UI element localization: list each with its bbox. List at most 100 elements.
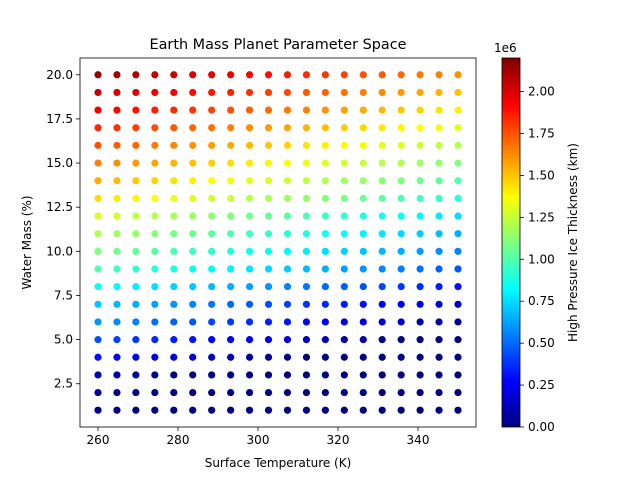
data-point <box>170 247 178 255</box>
data-point <box>359 318 367 326</box>
data-point <box>378 406 386 414</box>
colorbar-gradient <box>501 57 521 428</box>
data-point <box>340 141 348 149</box>
data-point <box>189 106 197 114</box>
data-point <box>151 159 159 167</box>
data-point <box>454 230 462 238</box>
data-point <box>245 159 254 167</box>
data-point <box>397 177 405 185</box>
data-point <box>378 388 386 397</box>
data-point <box>227 159 235 167</box>
x-tick-label: 320 <box>327 433 350 447</box>
data-point <box>94 283 102 291</box>
colorbar-tick-label: 2.00 <box>528 85 555 99</box>
data-point <box>378 141 386 149</box>
data-point <box>302 406 311 414</box>
data-point <box>321 124 329 132</box>
data-point <box>416 336 424 344</box>
data-point <box>454 265 462 273</box>
data-point <box>359 124 367 132</box>
data-point <box>416 283 424 291</box>
data-point <box>359 106 367 114</box>
data-point <box>94 106 102 114</box>
data-point <box>378 159 386 167</box>
data-point <box>264 371 273 379</box>
data-point <box>170 406 178 414</box>
data-point <box>151 124 159 132</box>
data-point <box>359 353 367 361</box>
data-point <box>359 336 367 344</box>
data-point <box>113 247 121 255</box>
data-point <box>359 371 367 379</box>
data-point <box>227 106 235 114</box>
data-point <box>189 371 197 379</box>
data-point <box>416 106 424 114</box>
data-point <box>359 247 367 255</box>
data-point <box>283 194 292 202</box>
data-point <box>208 88 216 97</box>
data-point <box>151 247 159 255</box>
data-point <box>283 265 292 273</box>
data-point <box>283 353 292 361</box>
data-point <box>454 336 462 344</box>
y-tick-label: 7.5 <box>54 288 73 302</box>
data-point <box>283 388 292 397</box>
data-point <box>435 353 443 361</box>
data-point <box>321 177 329 185</box>
data-point <box>321 212 329 220</box>
data-point <box>378 247 386 255</box>
data-point <box>94 336 102 344</box>
data-point <box>113 106 121 114</box>
data-point <box>208 230 216 238</box>
data-point <box>245 336 254 344</box>
data-point <box>170 124 178 132</box>
data-point <box>189 159 197 167</box>
data-point <box>321 106 329 114</box>
data-point <box>321 88 329 97</box>
data-point <box>397 88 405 97</box>
data-point <box>113 230 121 238</box>
data-point <box>245 318 254 326</box>
data-point <box>189 230 197 238</box>
data-point <box>132 353 140 361</box>
data-point <box>359 406 367 414</box>
data-point <box>151 71 159 79</box>
data-point <box>283 159 292 167</box>
data-point <box>94 388 102 397</box>
data-point <box>435 230 443 238</box>
data-point <box>340 71 348 79</box>
data-point <box>302 388 311 397</box>
colorbar-tick-label: 0.00 <box>528 420 555 434</box>
data-point <box>264 141 273 149</box>
data-point <box>302 318 311 326</box>
data-point <box>170 336 178 344</box>
data-point <box>340 283 348 291</box>
data-point <box>189 283 197 291</box>
data-point <box>132 194 140 202</box>
data-point <box>170 177 178 185</box>
data-point <box>397 371 405 379</box>
data-point <box>340 159 348 167</box>
data-point <box>340 212 348 220</box>
data-point <box>227 406 235 414</box>
colorbar-tick-label: 0.75 <box>528 294 555 308</box>
data-point <box>416 141 424 149</box>
data-point <box>397 388 405 397</box>
data-point <box>283 247 292 255</box>
data-point <box>113 159 121 167</box>
data-point <box>359 212 367 220</box>
colorbar-tick-label: 1.50 <box>528 168 555 182</box>
data-point <box>397 247 405 255</box>
y-tick-label: 10.0 <box>46 244 73 258</box>
data-point <box>94 212 102 220</box>
data-point <box>189 212 197 220</box>
data-point <box>264 283 273 291</box>
data-point <box>208 318 216 326</box>
data-point <box>264 106 273 114</box>
data-point <box>416 247 424 255</box>
data-point <box>208 265 216 273</box>
data-point <box>170 159 178 167</box>
data-point <box>94 300 102 308</box>
data-point <box>378 230 386 238</box>
data-point <box>321 406 329 414</box>
